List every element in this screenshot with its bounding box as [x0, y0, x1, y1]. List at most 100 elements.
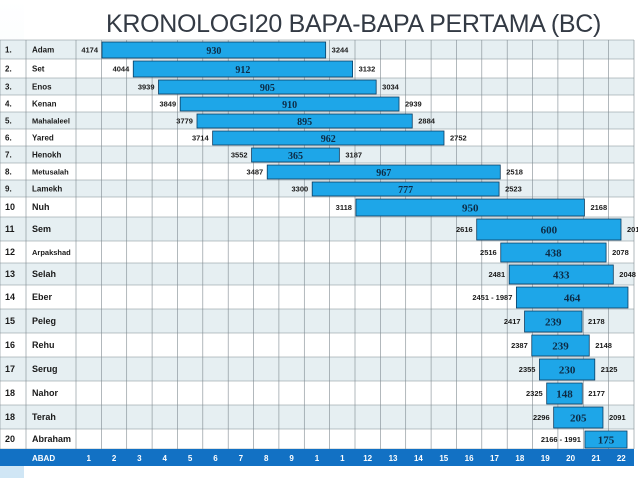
lifespan-bar — [531, 334, 590, 357]
row-number: 9. — [5, 185, 12, 194]
century-tick-label: 17 — [490, 454, 499, 463]
x-axis-label: ABAD — [32, 454, 55, 463]
lifespan-years-label: 967 — [376, 168, 391, 179]
birth-year-label: 2417 — [504, 317, 521, 326]
lifespan-years-label: 438 — [545, 248, 562, 260]
row-number: 1. — [5, 46, 12, 55]
death-year-label: 3132 — [359, 65, 376, 74]
row-number: 18 — [5, 388, 15, 398]
lifespan-years-label: 239 — [552, 341, 569, 353]
birth-year-label: 2481 — [488, 270, 505, 279]
century-tick-label: 16 — [465, 454, 474, 463]
row-number: 18 — [5, 412, 15, 422]
patriarch-name: Kenan — [32, 100, 57, 109]
lifespan-years-label: 175 — [598, 435, 615, 447]
row-number: 3. — [5, 83, 12, 92]
lifespan-bar — [508, 264, 614, 285]
death-year-label: 3034 — [382, 83, 400, 92]
death-year-label: 2168 — [590, 203, 607, 212]
birth-year-label: 2296 — [533, 413, 550, 422]
century-tick-label: 21 — [592, 454, 601, 463]
lifespan-bar — [546, 382, 583, 405]
lifespan-years-label: 365 — [288, 151, 303, 162]
century-tick-label: 13 — [389, 454, 398, 463]
lifespan-bar — [311, 181, 500, 197]
row-number: 8. — [5, 168, 12, 177]
row-number: 4. — [5, 100, 12, 109]
birth-year-label: 3487 — [247, 168, 264, 177]
lifespan-years-label: 895 — [297, 117, 312, 128]
lifespan-years-label: 464 — [564, 293, 581, 305]
lifespan-years-label: 930 — [206, 46, 221, 57]
patriarch-name: Henokh — [32, 151, 61, 160]
lifespan-bar — [553, 406, 604, 429]
death-year-label: 2078 — [612, 248, 629, 257]
lifespan-bar — [266, 164, 501, 180]
row-number: 16 — [5, 340, 15, 350]
patriarch-name: Nahor — [32, 388, 59, 398]
birth-year-label: 2325 — [526, 389, 543, 398]
lifespan-bar — [251, 147, 340, 163]
lifespan-years-label: 912 — [235, 65, 250, 76]
patriarch-name: Selah — [32, 269, 56, 279]
row-background — [0, 429, 634, 449]
birth-year-label: 3849 — [159, 100, 176, 109]
lifespan-bar — [101, 41, 327, 59]
century-tick-label: 3 — [137, 454, 142, 463]
lifespan-years-label: 230 — [559, 365, 576, 377]
patriarch-name: Nuh — [32, 202, 50, 212]
lifespan-years-label: 239 — [545, 317, 562, 329]
row-background — [0, 333, 634, 357]
row-number: 11 — [5, 224, 15, 234]
death-year-label: 2752 — [450, 134, 467, 143]
row-number: 7. — [5, 151, 12, 160]
row-number: 10 — [5, 202, 15, 212]
patriarch-name: Rehu — [32, 340, 55, 350]
death-year-label: 2178 — [588, 317, 605, 326]
lifespan-bar — [179, 96, 400, 112]
century-tick-label: 9 — [289, 454, 294, 463]
birth-year-label: 3939 — [138, 83, 155, 92]
row-number: 2. — [5, 65, 12, 74]
death-year-label: 2016 — [627, 225, 638, 234]
birth-year-label: 2166 - 1991 — [541, 435, 581, 444]
row-background — [0, 381, 634, 405]
row-number: 12 — [5, 247, 15, 257]
row-background — [0, 405, 634, 429]
century-tick-label: 4 — [163, 454, 168, 463]
lifespan-years-label: 905 — [260, 83, 275, 94]
birth-year-label: 2516 — [480, 248, 497, 257]
lifespan-years-label: 950 — [462, 203, 479, 215]
row-background — [0, 241, 634, 263]
century-tick-label: 6 — [213, 454, 218, 463]
century-tick-label: 2 — [112, 454, 117, 463]
century-tick-label: 8 — [264, 454, 269, 463]
lifespan-bar — [515, 286, 629, 309]
century-tick-label: 18 — [515, 454, 524, 463]
lifespan-years-label: 205 — [570, 413, 587, 425]
lifespan-bar — [524, 310, 583, 333]
century-tick-label: 1 — [315, 454, 320, 463]
row-number: 17 — [5, 364, 15, 374]
birth-year-label: 2387 — [511, 341, 528, 350]
lifespan-years-label: 910 — [282, 100, 297, 111]
century-tick-label: 19 — [541, 454, 550, 463]
century-tick-label: 7 — [239, 454, 244, 463]
lifespan-years-label: 148 — [556, 389, 573, 401]
row-background — [0, 263, 634, 285]
birth-year-label: 4174 — [81, 46, 99, 55]
death-year-label: 2048 — [619, 270, 636, 279]
century-tick-label: 22 — [617, 454, 626, 463]
patriarch-name: Sem — [32, 224, 51, 234]
death-year-label: 2091 — [609, 413, 626, 422]
patriarch-name: Set — [32, 65, 45, 74]
lifespan-bar — [212, 130, 445, 146]
death-year-label: 2518 — [506, 168, 523, 177]
lifespan-bar — [476, 218, 622, 241]
death-year-label: 2523 — [505, 185, 522, 194]
century-tick-label: 1 — [86, 454, 91, 463]
birth-year-label: 2451 - 1987 — [472, 293, 512, 302]
patriarch-name: Metusalah — [32, 168, 69, 177]
century-tick-label: 5 — [188, 454, 193, 463]
